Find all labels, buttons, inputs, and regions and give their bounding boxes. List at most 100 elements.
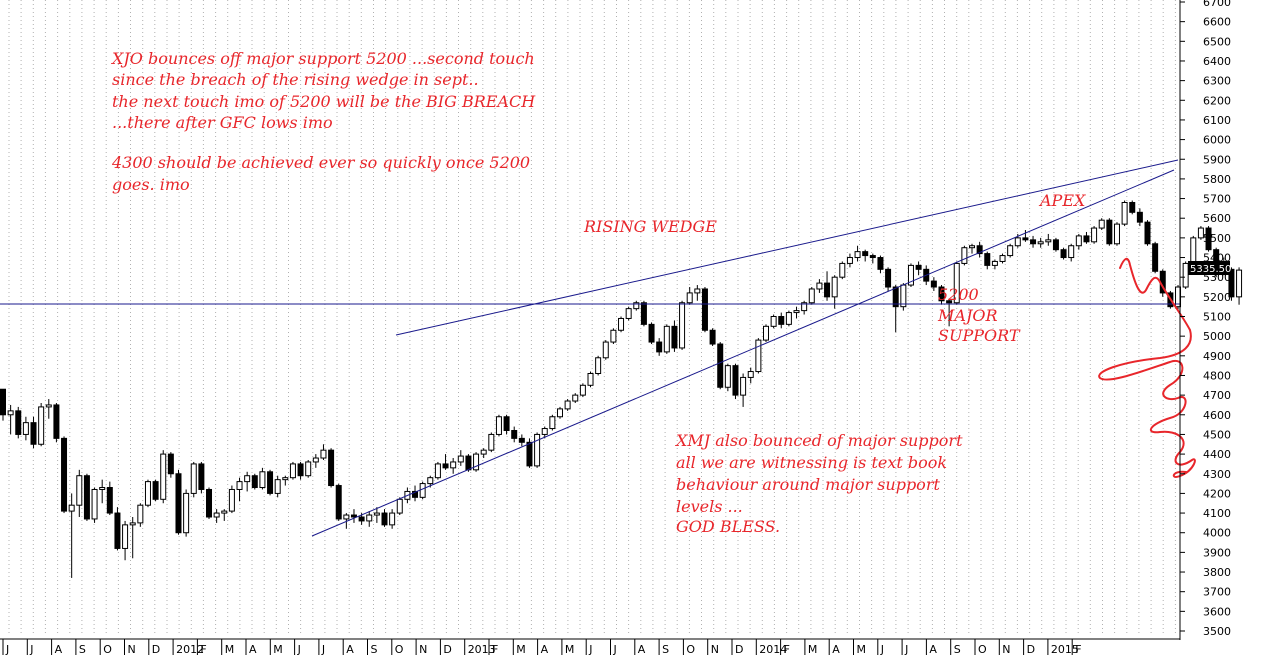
x-tick-label: O xyxy=(686,643,695,656)
candle-body-down xyxy=(1060,249,1067,259)
candle-body-up xyxy=(366,514,373,522)
candle-body-down xyxy=(915,264,922,270)
candle-body-down xyxy=(1129,201,1136,213)
candle xyxy=(450,458,457,474)
candle xyxy=(1182,261,1189,289)
x-tick-label: N xyxy=(1002,643,1010,656)
y-tick-label: 6700 xyxy=(1203,0,1231,9)
candle-body-up xyxy=(76,475,83,506)
candle-body-down xyxy=(503,416,510,432)
x-tick-label: S xyxy=(662,643,669,656)
candle xyxy=(709,328,716,346)
last-price-label: 5335.50 xyxy=(1190,264,1231,275)
candle xyxy=(511,426,518,443)
candle-body-down xyxy=(778,316,785,325)
candle xyxy=(114,507,121,551)
candle xyxy=(1030,235,1037,248)
x-tick-label: O xyxy=(103,643,112,656)
candle xyxy=(770,314,777,329)
candle xyxy=(1136,208,1143,227)
candle xyxy=(946,298,953,327)
candle xyxy=(633,300,640,311)
candle xyxy=(862,249,869,262)
candle xyxy=(587,371,594,388)
candle xyxy=(183,489,190,537)
apex-label: APEX xyxy=(1038,191,1086,210)
candle xyxy=(656,338,663,356)
candle-body-up xyxy=(1190,237,1197,264)
candle xyxy=(694,285,701,301)
candle-body-up xyxy=(625,308,632,319)
candle xyxy=(1052,237,1059,252)
candle xyxy=(541,426,548,439)
candle-body-up xyxy=(45,404,52,408)
candle-body-up xyxy=(595,357,602,375)
candle-body-up xyxy=(724,365,731,388)
candle-body-down xyxy=(511,430,518,439)
candle xyxy=(213,509,220,523)
candle-body-up xyxy=(953,262,960,304)
candle-body-up xyxy=(1197,227,1204,239)
candle-body-up xyxy=(450,461,457,469)
candle-body-down xyxy=(412,490,419,498)
x-tick-label: J xyxy=(321,643,325,656)
x-tick-label: S xyxy=(79,643,86,656)
xmj-line-5: GOD BLESS. xyxy=(676,517,780,536)
candle-body-down xyxy=(1144,221,1151,245)
candle-body-up xyxy=(91,488,98,520)
candle-body-up xyxy=(618,317,625,331)
candle-body-down xyxy=(1228,268,1235,298)
candle xyxy=(854,245,861,262)
y-tick-label: 3700 xyxy=(1203,586,1231,599)
candle xyxy=(221,509,228,521)
x-tick-label: M xyxy=(225,643,235,656)
candle-body-up xyxy=(213,512,220,518)
candle-body-up xyxy=(831,276,838,298)
candle xyxy=(892,285,899,333)
y-tick-label: 6000 xyxy=(1203,134,1231,147)
candle xyxy=(442,454,449,470)
candle xyxy=(808,287,815,305)
x-tick-label: F xyxy=(200,643,206,656)
candle-body-down xyxy=(526,441,533,467)
y-tick-label: 6200 xyxy=(1203,94,1231,107)
candle xyxy=(434,461,441,480)
y-tick-label: 4500 xyxy=(1203,428,1231,441)
candle-body-up xyxy=(770,316,777,327)
candle-body-up xyxy=(610,329,617,343)
candle-body-down xyxy=(892,286,899,308)
candle xyxy=(137,503,144,527)
candle xyxy=(396,497,403,516)
candle-body-up xyxy=(244,475,251,483)
candle-body-up xyxy=(312,457,319,463)
candle xyxy=(76,469,83,517)
candle-body-down xyxy=(717,343,724,388)
y-tick-label: 3900 xyxy=(1203,546,1231,559)
candle-body-down xyxy=(0,388,6,416)
x-tick-label: N xyxy=(128,643,136,656)
candle xyxy=(198,461,205,494)
candle xyxy=(328,448,335,488)
candle xyxy=(534,432,541,468)
candle xyxy=(419,481,426,500)
candle xyxy=(1083,231,1090,244)
candle xyxy=(1091,226,1098,244)
candle-body-up xyxy=(534,433,541,467)
candle xyxy=(91,487,98,523)
xmj-line-1: XMJ also bounced of major support xyxy=(674,431,963,450)
candle xyxy=(747,367,754,384)
candle xyxy=(1007,243,1014,258)
candle xyxy=(572,393,579,403)
candle-body-up xyxy=(427,477,434,485)
candle xyxy=(412,485,419,502)
candle xyxy=(1022,230,1029,242)
candle-body-down xyxy=(152,481,159,500)
candle xyxy=(785,310,792,327)
y-tick-label: 4700 xyxy=(1203,389,1231,402)
candle-body-down xyxy=(877,257,884,270)
candle-body-up xyxy=(495,416,502,435)
candle-body-up xyxy=(740,376,747,396)
candle-body-up xyxy=(259,471,266,489)
candle xyxy=(740,373,747,407)
